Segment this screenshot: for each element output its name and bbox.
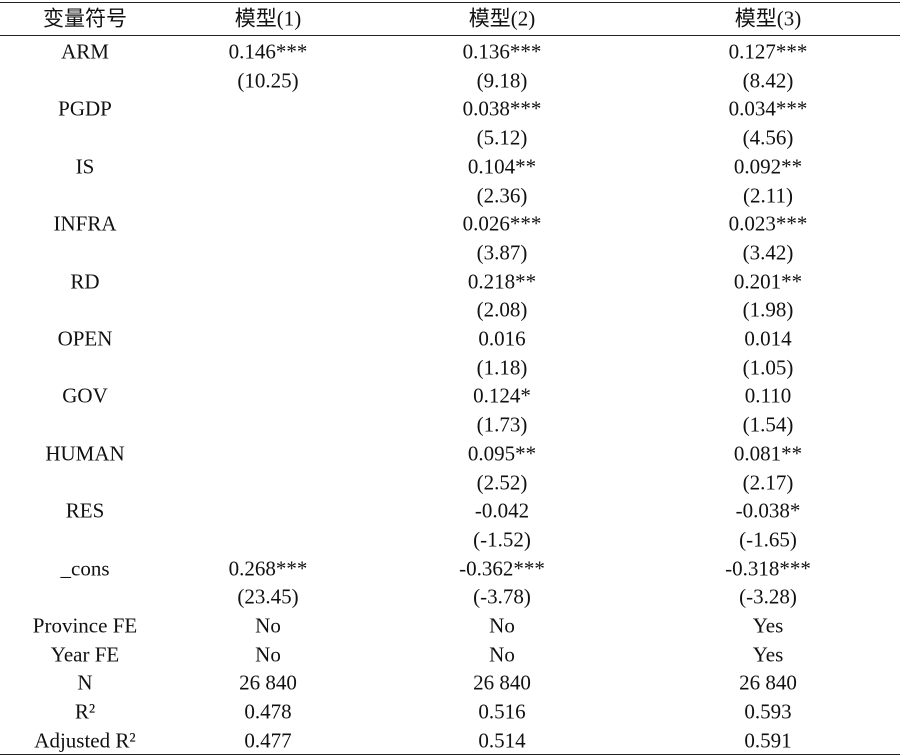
table-cell: (23.45) xyxy=(237,584,299,609)
table-cell: (1.54) xyxy=(742,412,794,437)
table-cell: (1.18) xyxy=(476,355,528,380)
row-label: INFRA xyxy=(53,211,117,236)
table-cell: 0.591 xyxy=(744,728,792,753)
header-cell: 变量符号 xyxy=(43,6,127,31)
row-label: ARM xyxy=(61,39,109,64)
table-cell: (5.12) xyxy=(476,125,528,150)
table-cell: (3.87) xyxy=(476,240,528,265)
table-cell: 0.038*** xyxy=(462,96,542,121)
table-cell: 0.016 xyxy=(478,326,526,351)
table-cell: 0.023*** xyxy=(728,211,808,236)
table-cell: -0.362*** xyxy=(459,556,545,581)
table-cell: (-3.78) xyxy=(473,584,531,609)
bottom-rule xyxy=(0,754,900,755)
row-label: IS xyxy=(75,154,95,179)
table-cell: 0.095** xyxy=(467,441,537,466)
table-cell: -0.042 xyxy=(474,498,530,523)
table-cell: (2.08) xyxy=(476,297,528,322)
table-cell: 0.104** xyxy=(467,154,537,179)
row-label: PGDP xyxy=(58,96,112,121)
row-label: GOV xyxy=(62,383,108,408)
table-cell: 0.146*** xyxy=(228,39,308,64)
table-cell: 0.478 xyxy=(244,699,292,724)
header-cell: 模型(3) xyxy=(734,6,802,31)
row-label: N xyxy=(77,670,93,695)
table-cell: 0.110 xyxy=(744,383,792,408)
table-cell: No xyxy=(489,642,515,667)
table-cell: 0.593 xyxy=(744,699,792,724)
table-cell: 26 840 xyxy=(239,670,297,695)
row-label: Year FE xyxy=(50,642,120,667)
table-cell: 0.136*** xyxy=(462,39,542,64)
table-cell: 0.218** xyxy=(467,269,537,294)
row-label: Province FE xyxy=(32,613,138,638)
row-label: HUMAN xyxy=(45,441,125,466)
row-label: Adjusted R² xyxy=(34,728,136,753)
table-cell: 0.477 xyxy=(244,728,292,753)
table-cell: 0.268*** xyxy=(228,556,308,581)
table-cell: (2.17) xyxy=(742,470,794,494)
table-cell: 0.081** xyxy=(733,441,803,466)
table-cell: 26 840 xyxy=(739,670,797,695)
header-cell: 模型(1) xyxy=(234,6,302,31)
table-cell: 0.026*** xyxy=(462,211,542,236)
table-cell: (4.56) xyxy=(742,125,794,150)
table-cell: Yes xyxy=(752,642,784,667)
table-cell: (10.25) xyxy=(237,68,299,93)
table-cell: 0.201** xyxy=(733,269,803,294)
table-cell: (8.42) xyxy=(742,68,794,93)
table-cell: No xyxy=(489,613,515,638)
table-cell: 0.014 xyxy=(744,326,792,351)
table-cell: (1.05) xyxy=(742,355,794,380)
table-cell: 0.514 xyxy=(478,728,526,753)
header-cell: 模型(2) xyxy=(468,6,536,31)
table-cell: No xyxy=(255,642,281,667)
top-rule xyxy=(0,2,900,3)
row-label: OPEN xyxy=(57,326,113,351)
table-cell: 0.092** xyxy=(733,154,803,179)
table-cell: (1.73) xyxy=(476,412,528,437)
table-cell: (-3.28) xyxy=(739,584,797,609)
table-cell: 0.127*** xyxy=(728,39,808,64)
table-cell: (-1.65) xyxy=(739,527,797,552)
header-rule xyxy=(0,35,900,36)
table-cell: Yes xyxy=(752,613,784,638)
table-cell: 0.034*** xyxy=(728,96,808,121)
row-label: _cons xyxy=(60,556,110,581)
table-cell: (-1.52) xyxy=(473,527,531,552)
table-cell: 26 840 xyxy=(473,670,531,695)
table-cell: No xyxy=(255,613,281,638)
table-cell: -0.318*** xyxy=(725,556,811,581)
row-label: R² xyxy=(74,699,96,724)
table-cell: -0.038* xyxy=(735,498,801,523)
row-label: RD xyxy=(70,269,100,294)
table-cell: 0.124* xyxy=(473,383,531,408)
table-cell: (9.18) xyxy=(476,68,528,93)
table-cell: (2.36) xyxy=(476,183,528,207)
table-cell: (2.52) xyxy=(476,470,528,494)
table-cell: (1.98) xyxy=(742,297,794,322)
table-cell: 0.516 xyxy=(478,699,526,724)
row-label: RES xyxy=(65,498,105,523)
table-cell: (3.42) xyxy=(742,240,794,265)
table-cell: (2.11) xyxy=(743,183,793,207)
